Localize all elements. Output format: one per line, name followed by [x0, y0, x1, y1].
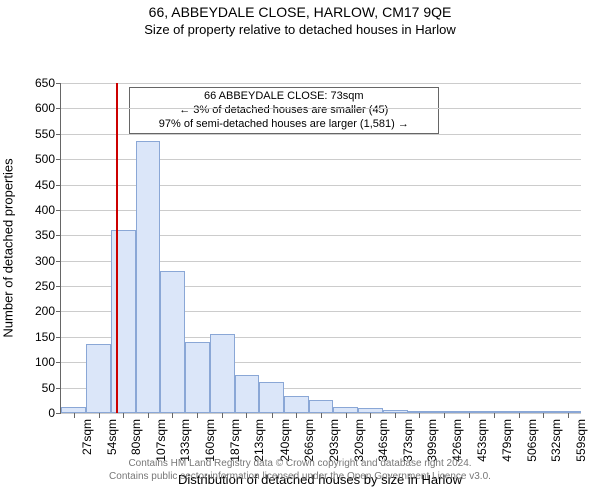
y-tick [56, 311, 61, 312]
x-tick [222, 413, 223, 418]
x-tick [99, 413, 100, 418]
x-tick-label: 373sqm [401, 419, 415, 462]
x-tick [172, 413, 173, 418]
x-tick [568, 413, 569, 418]
annotation-line-2: ← 3% of detached houses are smaller (45) [136, 104, 432, 118]
y-tick [56, 83, 61, 84]
x-tick-label: 346sqm [376, 419, 390, 462]
x-tick-label: 266sqm [302, 419, 316, 462]
gridline [61, 134, 581, 135]
y-tick-label: 350 [35, 228, 55, 242]
x-tick-label: 559sqm [574, 419, 588, 462]
histogram-bar [136, 141, 161, 413]
x-tick [519, 413, 520, 418]
x-tick-label: 187sqm [228, 419, 242, 462]
y-tick-label: 650 [35, 76, 55, 90]
footer-line-1: Contains HM Land Registry data © Crown c… [0, 457, 600, 470]
y-tick-label: 0 [48, 406, 55, 420]
x-tick [370, 413, 371, 418]
annotation-box: 66 ABBEYDALE CLOSE: 73sqm ← 3% of detach… [129, 87, 439, 134]
page-title: 66, ABBEYDALE CLOSE, HARLOW, CM17 9QE [0, 0, 600, 20]
histogram-bar [309, 400, 334, 413]
x-tick [419, 413, 420, 418]
y-tick [56, 261, 61, 262]
x-tick [395, 413, 396, 418]
x-tick-label: 54sqm [105, 419, 119, 455]
footer-line-2: Contains public sector information licen… [0, 470, 600, 483]
histogram-bar [284, 396, 309, 413]
histogram-bar [259, 382, 284, 413]
x-tick [148, 413, 149, 418]
y-tick [56, 362, 61, 363]
x-tick [321, 413, 322, 418]
histogram-bar [185, 342, 210, 413]
y-tick [56, 388, 61, 389]
x-tick-label: 453sqm [475, 419, 489, 462]
y-tick-label: 400 [35, 203, 55, 217]
y-tick [56, 235, 61, 236]
x-tick [494, 413, 495, 418]
x-tick [346, 413, 347, 418]
x-tick [74, 413, 75, 418]
x-tick-label: 240sqm [278, 419, 292, 462]
x-tick-label: 160sqm [203, 419, 217, 462]
x-tick [543, 413, 544, 418]
footer: Contains HM Land Registry data © Crown c… [0, 457, 600, 483]
y-tick [56, 337, 61, 338]
y-axis-title: Number of detached properties [1, 158, 16, 337]
y-tick [56, 134, 61, 135]
page-subtitle: Size of property relative to detached ho… [0, 20, 600, 37]
histogram-bar [86, 344, 111, 413]
x-tick [296, 413, 297, 418]
x-tick-label: 479sqm [500, 419, 514, 462]
y-tick [56, 210, 61, 211]
x-tick [272, 413, 273, 418]
x-tick-label: 320sqm [352, 419, 366, 462]
y-tick-label: 50 [42, 381, 55, 395]
y-tick-label: 300 [35, 254, 55, 268]
y-tick-label: 450 [35, 178, 55, 192]
x-tick-label: 293sqm [327, 419, 341, 462]
x-tick [123, 413, 124, 418]
x-tick-label: 107sqm [154, 419, 168, 462]
y-tick-label: 600 [35, 101, 55, 115]
x-tick-label: 80sqm [129, 419, 143, 455]
y-tick [56, 185, 61, 186]
y-tick-label: 150 [35, 330, 55, 344]
annotation-line-3: 97% of semi-detached houses are larger (… [136, 118, 432, 132]
annotation-line-1: 66 ABBEYDALE CLOSE: 73sqm [136, 90, 432, 104]
plot-area: 66 ABBEYDALE CLOSE: 73sqm ← 3% of detach… [60, 83, 581, 414]
y-tick [56, 108, 61, 109]
gridline [61, 83, 581, 84]
histogram-bar [111, 230, 136, 413]
x-tick [444, 413, 445, 418]
x-tick [469, 413, 470, 418]
reference-line [116, 83, 118, 413]
x-tick-label: 213sqm [252, 419, 266, 462]
y-tick-label: 250 [35, 279, 55, 293]
y-tick [56, 286, 61, 287]
histogram-bar [235, 375, 260, 413]
x-tick-label: 399sqm [425, 419, 439, 462]
x-tick-label: 532sqm [549, 419, 563, 462]
y-tick-label: 200 [35, 304, 55, 318]
y-tick [56, 413, 61, 414]
x-tick-label: 426sqm [450, 419, 464, 462]
x-tick [246, 413, 247, 418]
gridline [61, 108, 581, 109]
y-tick-label: 550 [35, 127, 55, 141]
x-tick-label: 133sqm [178, 419, 192, 462]
x-tick-label: 506sqm [525, 419, 539, 462]
x-tick [197, 413, 198, 418]
histogram-bar [210, 334, 235, 413]
histogram-bar [160, 271, 185, 413]
y-tick-label: 500 [35, 152, 55, 166]
y-tick-label: 100 [35, 355, 55, 369]
x-tick-label: 27sqm [80, 419, 94, 455]
y-tick [56, 159, 61, 160]
